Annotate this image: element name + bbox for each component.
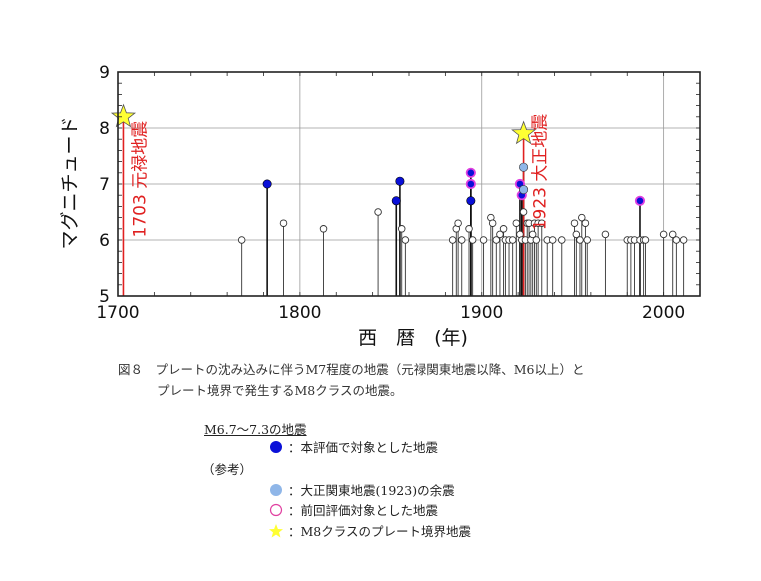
y-axis-label: マグニチュード bbox=[59, 116, 81, 249]
open-event-point bbox=[659, 230, 668, 239]
event-markers: 1703 元禄地震 1923 大正地震 bbox=[110, 103, 688, 244]
magnitude-time-chart: 1703 元禄地震 1923 大正地震 1700 1800 1900 2000 5 6 7 8 9… bbox=[59, 63, 701, 349]
open-event-point bbox=[538, 219, 546, 227]
x-tick-label: 1900 bbox=[460, 303, 503, 323]
legend-label-target: ：本評価で対象とした地震 bbox=[288, 440, 439, 455]
open-event-point bbox=[679, 236, 688, 244]
y-tick-label: 8 bbox=[99, 119, 110, 139]
gridlines bbox=[117, 71, 700, 297]
previous-target-event-point bbox=[634, 195, 646, 206]
open-event-point bbox=[528, 230, 537, 239]
legend-item-aftershock: ：大正関東地震(1923)の余震 bbox=[268, 480, 455, 499]
open-event-point bbox=[237, 236, 246, 244]
open-event-point bbox=[583, 236, 591, 244]
figure-caption-line-1: 図８ プレートの沈み込みに伴うM7程度の地震（元禄関東地震以降、M6以上）と bbox=[118, 362, 585, 377]
event-stems bbox=[122, 116, 685, 296]
plate-boundary-label: 1923 大正地震 bbox=[531, 114, 551, 231]
aftershock-event-point bbox=[519, 162, 529, 172]
open-event-point bbox=[576, 236, 584, 244]
y-tick-label: 7 bbox=[99, 175, 110, 195]
open-event-point bbox=[454, 219, 462, 227]
open-event-point bbox=[457, 236, 466, 244]
open-event-point bbox=[519, 208, 528, 216]
open-event-point bbox=[468, 236, 477, 244]
open-event-point bbox=[570, 219, 579, 227]
previous-target-event-point bbox=[465, 167, 476, 178]
target-event-point bbox=[391, 196, 401, 206]
open-event-point bbox=[374, 208, 382, 216]
open-event-point bbox=[581, 219, 590, 227]
open-event-point bbox=[479, 236, 488, 244]
aftershock-event-point bbox=[519, 185, 529, 195]
legend-label-star: ：M8クラスのプレート境界地震 bbox=[288, 524, 472, 539]
previous-target-event-point bbox=[465, 178, 476, 190]
open-event-point bbox=[401, 236, 410, 244]
open-event-point bbox=[601, 230, 610, 239]
x-tick-label: 1800 bbox=[278, 303, 321, 323]
open-event-point bbox=[397, 225, 406, 233]
figure-caption-line-2: プレート境界で発生するM8クラスの地震。 bbox=[157, 383, 403, 398]
x-axis-label: 西 暦 (年) bbox=[358, 327, 468, 349]
filled-blue-circle-icon bbox=[268, 439, 284, 455]
target-event-point bbox=[262, 179, 272, 189]
open-event-point bbox=[496, 230, 504, 239]
plot-frame bbox=[117, 71, 701, 297]
open-event-point bbox=[492, 236, 501, 244]
legend-label-aftershock: ：大正関東地震(1923)の余震 bbox=[288, 483, 455, 498]
open-event-point bbox=[508, 236, 517, 244]
open-event-point bbox=[499, 225, 508, 233]
legend-reference-label: （参考） bbox=[202, 462, 253, 477]
y-tick-label: 5 bbox=[99, 287, 110, 307]
open-event-point bbox=[578, 213, 586, 222]
plate-boundary-star bbox=[511, 120, 537, 145]
pink-ring-icon bbox=[268, 502, 284, 518]
open-event-point bbox=[558, 236, 566, 244]
plate-boundary-star bbox=[110, 103, 137, 128]
open-event-point bbox=[465, 225, 473, 233]
target-event-point bbox=[395, 176, 405, 186]
light-blue-circle-icon bbox=[268, 482, 284, 498]
x-tick-label: 1700 bbox=[96, 303, 139, 323]
legend-item-star: ：M8クラスのプレート境界地震 bbox=[268, 521, 471, 540]
legend-item-previous: ：前回評価対象とした地震 bbox=[268, 500, 438, 519]
open-event-point bbox=[512, 219, 521, 227]
legend-label-previous: ：前回評価対象とした地震 bbox=[288, 503, 439, 518]
plate-boundary-label: 1703 元禄地震 bbox=[130, 121, 150, 238]
x-tick-label: 2000 bbox=[642, 303, 685, 323]
y-tick-label: 9 bbox=[99, 63, 110, 83]
target-event-point bbox=[466, 196, 476, 206]
open-event-point bbox=[279, 219, 288, 227]
axes: 1700 1800 1900 2000 5 6 7 8 9 bbox=[96, 63, 701, 323]
open-event-point bbox=[532, 236, 541, 244]
open-event-point bbox=[572, 230, 581, 239]
open-event-point bbox=[548, 236, 557, 244]
open-event-point bbox=[488, 219, 497, 227]
open-event-point bbox=[668, 230, 677, 239]
open-event-point bbox=[641, 236, 650, 244]
open-event-point bbox=[672, 236, 681, 244]
y-tick-label: 6 bbox=[99, 231, 110, 251]
open-event-point bbox=[319, 225, 328, 233]
legend-item-target: ：本評価で対象とした地震 bbox=[268, 437, 438, 456]
legend-title: M6.7～7.3の地震 bbox=[204, 422, 307, 437]
open-event-point bbox=[448, 236, 457, 244]
yellow-star-icon bbox=[268, 523, 284, 539]
